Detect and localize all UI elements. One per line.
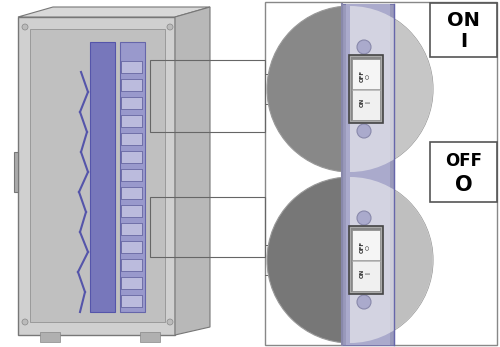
Bar [121, 241, 142, 253]
Bar [430, 142, 497, 202]
Circle shape [357, 295, 371, 309]
Bar [121, 187, 142, 199]
Text: ON: ON [360, 98, 364, 107]
Bar [121, 151, 142, 163]
Circle shape [267, 6, 433, 172]
Bar [121, 205, 142, 217]
Bar [349, 55, 383, 123]
Bar [121, 295, 142, 307]
Text: O: O [454, 175, 472, 195]
Bar [121, 97, 142, 109]
Text: ON: ON [447, 11, 480, 30]
Bar [352, 89, 380, 120]
Text: I: I [365, 101, 371, 103]
Bar [150, 60, 265, 132]
Polygon shape [18, 7, 210, 17]
Polygon shape [90, 42, 115, 312]
Bar [121, 61, 142, 73]
Text: O: O [366, 74, 370, 78]
Wedge shape [350, 177, 433, 343]
Text: I: I [460, 32, 467, 51]
Polygon shape [30, 29, 165, 322]
Bar [349, 226, 383, 294]
Bar [140, 332, 160, 342]
Circle shape [167, 24, 173, 30]
Text: OFF: OFF [360, 70, 364, 82]
Bar [346, 4, 390, 345]
Bar [351, 57, 381, 121]
Text: OFF: OFF [445, 152, 482, 170]
Bar [14, 152, 18, 192]
Circle shape [167, 319, 173, 325]
Bar [352, 59, 380, 90]
Bar [121, 223, 142, 235]
Circle shape [267, 177, 433, 343]
Circle shape [22, 319, 28, 325]
Circle shape [357, 40, 371, 54]
Bar [150, 197, 265, 257]
Text: ON: ON [360, 268, 364, 278]
Bar [121, 133, 142, 145]
Bar [265, 2, 497, 345]
Bar [121, 277, 142, 289]
Bar [351, 228, 381, 292]
Text: OFF: OFF [360, 241, 364, 253]
Wedge shape [350, 6, 433, 172]
Bar [342, 4, 394, 345]
Text: I: I [365, 272, 371, 274]
Bar [121, 259, 142, 271]
Circle shape [22, 24, 28, 30]
Bar [352, 230, 380, 261]
Polygon shape [120, 42, 145, 312]
Polygon shape [175, 7, 210, 335]
Bar [430, 3, 497, 57]
Circle shape [357, 211, 371, 225]
Bar [352, 260, 380, 291]
Bar [121, 115, 142, 127]
Bar [121, 79, 142, 91]
Bar [121, 169, 142, 181]
Bar [40, 332, 60, 342]
Text: O: O [366, 245, 370, 249]
Circle shape [357, 124, 371, 138]
Polygon shape [18, 17, 175, 335]
